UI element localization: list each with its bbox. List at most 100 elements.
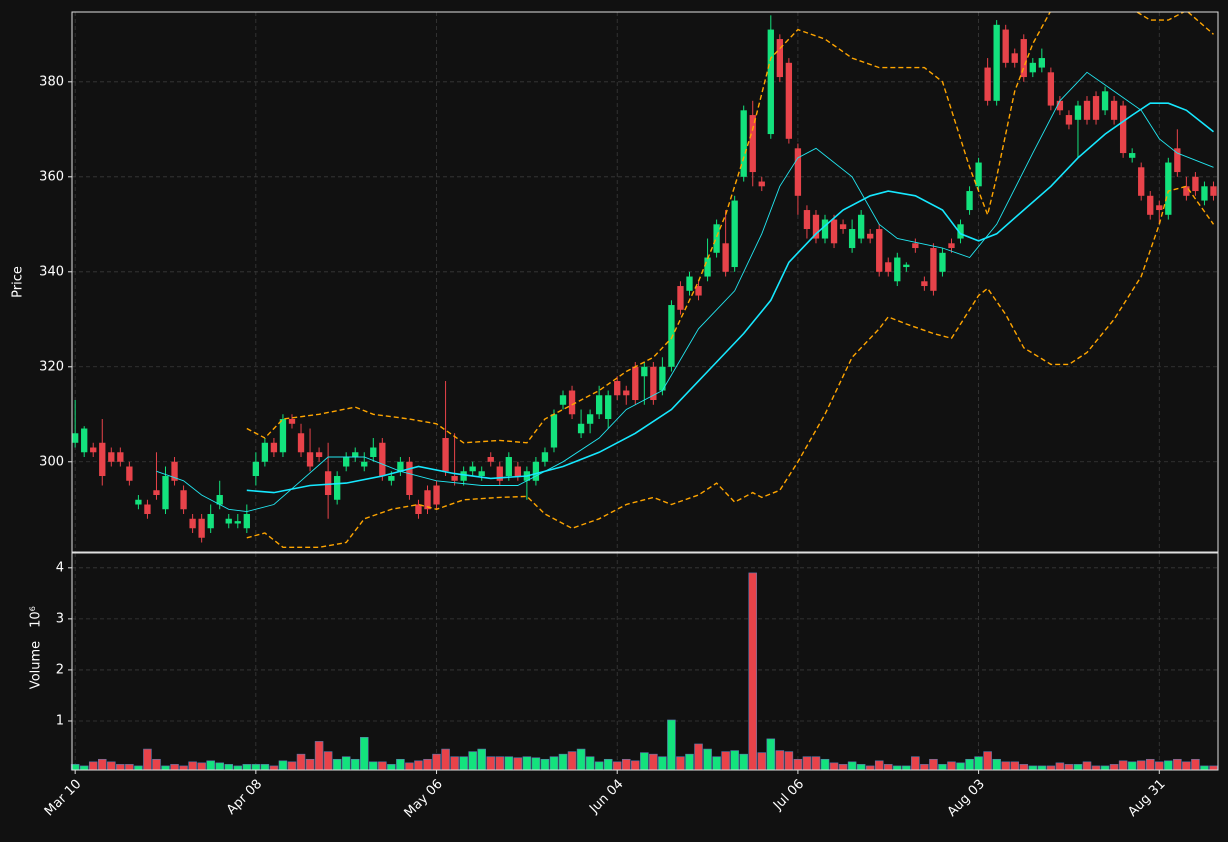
volume-bar	[477, 748, 486, 771]
y-axis-label: Price	[11, 266, 26, 298]
volume-bar	[1155, 761, 1164, 771]
candle-body	[171, 461, 178, 481]
volume-bar	[893, 765, 902, 771]
volume-bar	[522, 756, 532, 771]
volume-bar	[278, 760, 288, 771]
volume-bar	[748, 572, 757, 771]
volume-bar	[983, 751, 992, 771]
candle-body	[415, 504, 422, 515]
y-tick-label: 360	[39, 169, 64, 184]
volume-bar	[1073, 764, 1083, 771]
candle-body	[451, 476, 458, 481]
volume-tick-label: 1	[56, 713, 64, 728]
volume-bar	[107, 761, 116, 771]
volume-bar	[170, 764, 179, 771]
candle-body	[1119, 105, 1127, 154]
candle-body	[830, 219, 838, 244]
volume-bar	[974, 756, 983, 771]
volume-bar	[1209, 765, 1218, 771]
candle-body	[966, 191, 973, 211]
candle-body	[605, 395, 612, 420]
candle-body	[406, 461, 413, 496]
volume-bar	[215, 762, 224, 771]
candle-body	[72, 433, 79, 443]
candle-body	[117, 452, 124, 462]
candle-body	[1138, 167, 1145, 196]
candle-body	[333, 476, 341, 500]
candle-body	[1183, 186, 1190, 196]
volume-bar	[838, 764, 848, 771]
volume-bar	[242, 764, 252, 771]
volume-bar	[567, 751, 577, 771]
candle-body	[162, 476, 169, 510]
candle-body	[1020, 39, 1027, 78]
candle-body	[90, 447, 97, 453]
candle-body	[785, 62, 793, 139]
candle-body	[812, 214, 820, 239]
volume-bar	[1200, 765, 1209, 771]
candle-body	[767, 29, 774, 135]
volume-bar	[1145, 758, 1155, 771]
candle-body	[243, 514, 250, 529]
volume-bar	[125, 764, 134, 771]
volume-tick-label: 2	[56, 662, 64, 677]
candle-body	[1129, 153, 1136, 158]
volume-bar	[721, 751, 730, 771]
volume-bar	[1118, 760, 1128, 771]
volume-bar	[414, 760, 423, 771]
candle-body	[939, 252, 946, 272]
volume-bar	[829, 762, 839, 771]
candle-body	[550, 414, 558, 448]
candle-body	[1101, 91, 1109, 111]
candle-body	[912, 243, 919, 249]
volume-bar	[757, 752, 767, 771]
candle-body	[632, 366, 639, 401]
volume-bar	[323, 751, 333, 771]
volume-bar	[405, 762, 414, 771]
candle-body	[876, 229, 883, 272]
volume-bar	[640, 752, 649, 771]
candle-body	[650, 366, 657, 401]
volume-bar	[1082, 761, 1092, 771]
volume-frame	[71, 552, 1219, 771]
candle-body	[1165, 162, 1172, 215]
candle-body	[252, 461, 260, 477]
volume-bar	[1127, 761, 1137, 771]
candle-body	[144, 504, 151, 515]
candle-body	[189, 518, 196, 529]
candle-body	[487, 457, 494, 462]
volume-bar	[233, 765, 243, 771]
candle-body	[948, 243, 955, 249]
candle-body	[1210, 186, 1217, 196]
volume-panel	[70, 572, 1218, 771]
volume-bar	[152, 758, 161, 771]
candle-body	[126, 466, 133, 481]
price-frame	[71, 11, 1219, 553]
volume-bar	[98, 758, 107, 771]
volume-bar	[1064, 764, 1074, 771]
candle-body	[623, 390, 630, 396]
candle-body	[668, 305, 675, 367]
volume-bar	[143, 748, 152, 771]
candle-body	[207, 514, 214, 529]
volume-bar	[730, 750, 739, 771]
volume-bar	[1164, 760, 1173, 771]
candle-body	[1174, 148, 1181, 173]
candle-body	[288, 419, 296, 424]
candle-body	[595, 395, 603, 415]
volume-bar	[1055, 762, 1065, 771]
volume-bar	[739, 753, 748, 771]
volume-bar	[504, 756, 514, 771]
candle-body	[1201, 186, 1208, 201]
volume-bar	[549, 756, 559, 771]
candle-body	[1074, 105, 1082, 120]
volume-bar	[188, 761, 197, 771]
volume-bar	[341, 756, 351, 771]
candle-body	[261, 442, 269, 462]
volume-bar	[820, 758, 830, 771]
candle-body	[99, 442, 106, 477]
volume-bar	[775, 750, 785, 771]
volume-bar	[856, 764, 866, 771]
volume-bar	[612, 761, 622, 771]
